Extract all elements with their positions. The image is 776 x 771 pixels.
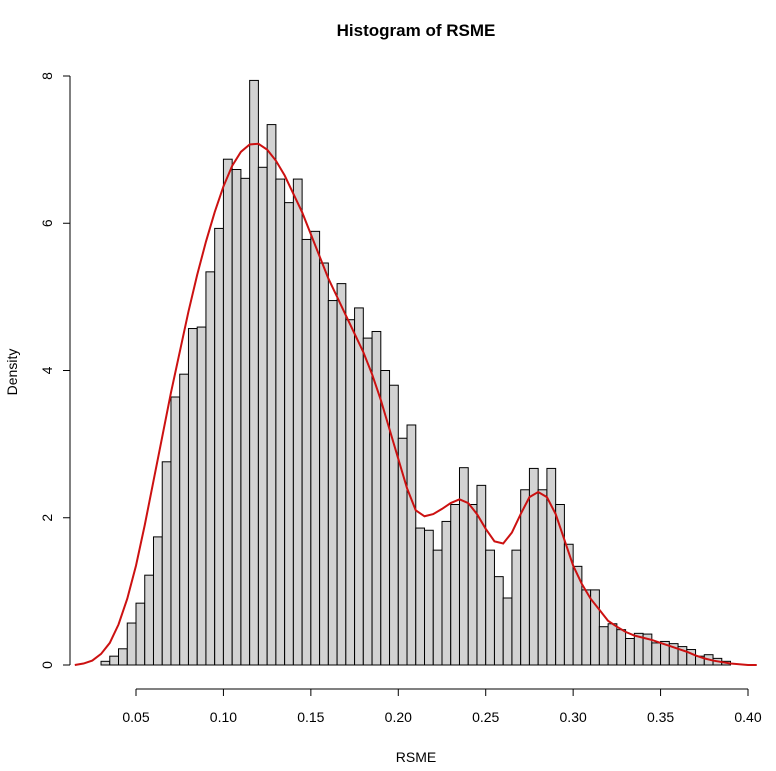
bar (319, 262, 329, 666)
y-tick-label: 2 (39, 514, 55, 522)
bar (406, 424, 417, 666)
bar (511, 549, 522, 666)
bar (625, 637, 635, 666)
x-tick-label: 0.15 (297, 709, 324, 725)
x-tick-label: 0.25 (472, 709, 499, 725)
x-tick-label: 0.05 (122, 709, 149, 725)
bar (520, 489, 530, 666)
bar (458, 467, 469, 666)
x-tick-label: 0.10 (210, 709, 237, 725)
bar (432, 549, 443, 666)
bar (257, 166, 268, 666)
bar (424, 529, 434, 666)
bar (651, 642, 662, 666)
bar (144, 574, 154, 666)
bar (415, 527, 426, 666)
density-line (74, 142, 757, 666)
bar (371, 330, 382, 666)
bar (598, 626, 609, 666)
bar (222, 158, 233, 666)
bar (354, 307, 364, 666)
bar (362, 337, 373, 666)
bar (292, 178, 303, 666)
x-tick-label: 0.35 (647, 709, 674, 725)
bar (187, 328, 198, 666)
y-tick-label: 0 (39, 661, 55, 669)
bar (493, 576, 504, 666)
bar (301, 238, 312, 666)
bar (476, 484, 487, 666)
bar (152, 536, 163, 666)
bar (441, 520, 452, 666)
bar (327, 300, 338, 666)
bar (537, 489, 548, 666)
bar (528, 467, 539, 666)
bar (581, 589, 592, 666)
y-axis-label: Density (4, 349, 20, 396)
y-tick-label: 8 (39, 72, 55, 80)
bar (231, 169, 242, 666)
bar (196, 326, 207, 666)
bar (205, 271, 216, 666)
bar (135, 602, 146, 666)
bar (109, 655, 120, 666)
bar (310, 230, 321, 666)
bar (284, 202, 294, 666)
y-tick-label: 4 (39, 366, 55, 374)
bar (249, 79, 259, 666)
bar (450, 503, 460, 666)
x-tick-label: 0.30 (560, 709, 587, 725)
bar (607, 623, 618, 666)
y-tick-label: 6 (39, 219, 55, 227)
bar (126, 622, 137, 666)
chart-title: Histogram of RSME (337, 21, 496, 40)
bar (389, 384, 399, 666)
bar (485, 549, 495, 666)
bar (467, 503, 478, 666)
x-tick-label: 0.20 (385, 709, 412, 725)
bar (100, 660, 111, 666)
x-tick-label: 0.40 (734, 709, 761, 725)
bar (161, 461, 172, 666)
bar (336, 283, 347, 666)
bar (266, 124, 277, 666)
bar (502, 597, 513, 666)
bar (170, 396, 181, 666)
bar (275, 178, 286, 666)
bar (179, 373, 189, 666)
bar (240, 177, 251, 666)
bar (214, 227, 224, 666)
x-axis-label: RSME (396, 749, 436, 765)
bar (616, 629, 627, 666)
bar (345, 319, 356, 666)
bar (118, 648, 128, 666)
